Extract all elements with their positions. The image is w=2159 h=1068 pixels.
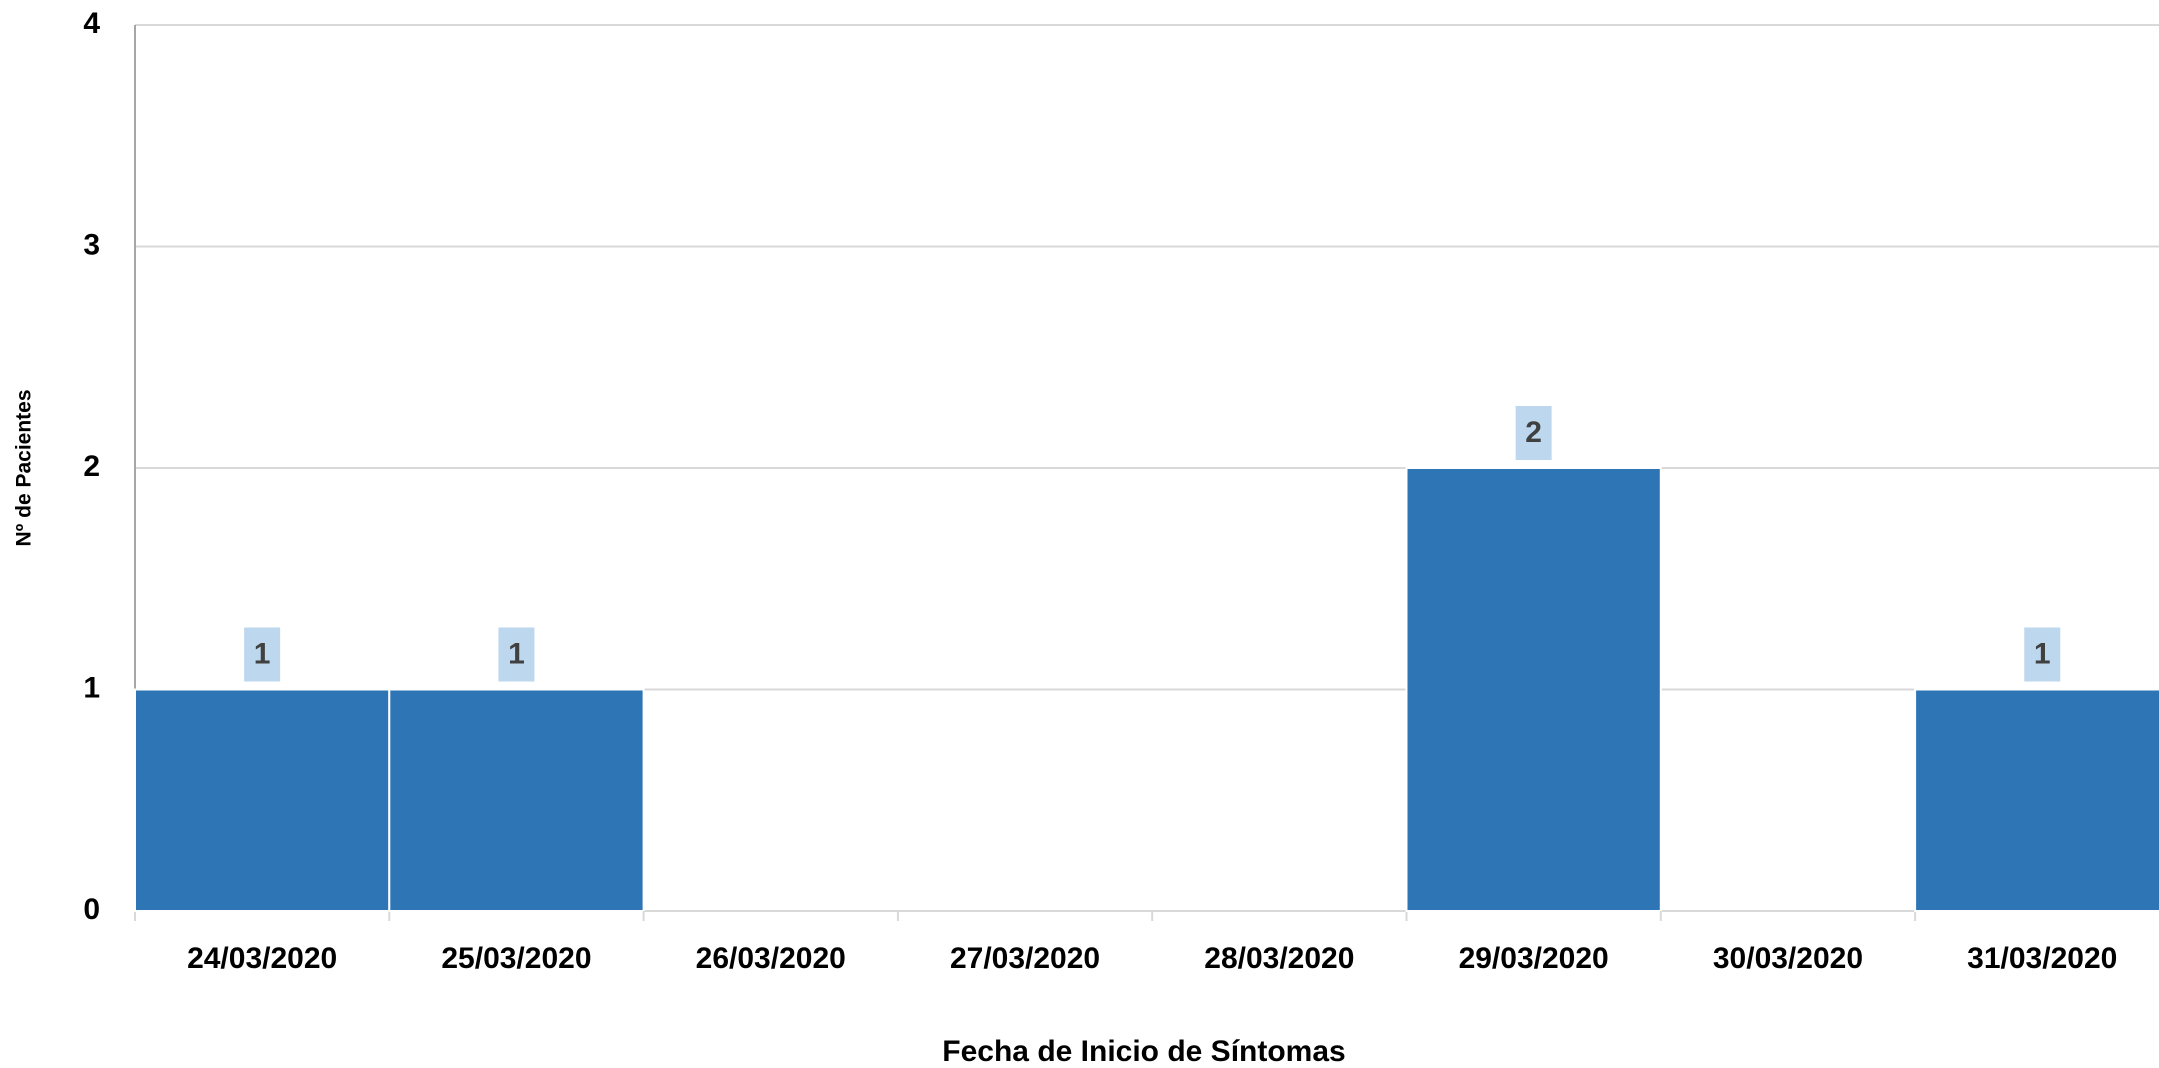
y-tick-label: 1 [83,671,100,704]
data-label: 1 [508,637,525,670]
x-tick-label: 28/03/2020 [1204,942,1354,975]
data-label: 1 [254,637,271,670]
data-label-bg [498,627,535,682]
x-tick-label: 27/03/2020 [950,942,1100,975]
x-tick-label: 29/03/2020 [1459,942,1609,975]
x-tick-label: 26/03/2020 [696,942,846,975]
bar [388,688,645,912]
data-label: 2 [1525,416,1542,449]
x-axis-title: Fecha de Inicio de Síntomas [942,1035,1345,1068]
bar [1405,467,1662,912]
y-axis-title: Nº de Pacientes [13,389,36,546]
y-tick-label: 3 [83,228,100,261]
x-tick-label: 25/03/2020 [441,942,591,975]
x-tick-label: 24/03/2020 [187,942,337,975]
bar [1914,688,2159,912]
data-label-bg [1515,406,1552,460]
y-tick-label: 0 [83,893,100,926]
data-label: 1 [2034,637,2051,670]
y-tick-label: 2 [83,450,100,483]
x-tick-label: 31/03/2020 [1967,942,2117,975]
x-tick-label: 30/03/2020 [1713,942,1863,975]
data-label-bg [244,627,281,682]
y-tick-label: 4 [83,7,100,40]
bar [134,688,391,912]
data-label-bg [2024,627,2061,682]
